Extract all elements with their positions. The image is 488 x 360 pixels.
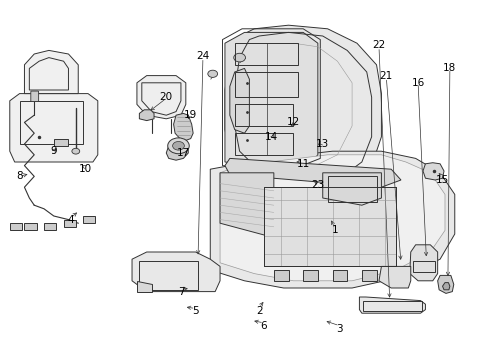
Text: 9: 9 [50,146,57,156]
Bar [20,101,83,144]
Text: 4: 4 [67,215,74,225]
Polygon shape [10,94,98,162]
Bar [303,270,317,281]
Text: 21: 21 [379,71,392,81]
Polygon shape [437,275,453,293]
Bar [264,187,395,266]
Polygon shape [224,25,381,187]
Circle shape [72,148,80,154]
Text: 19: 19 [183,110,197,120]
Text: 13: 13 [315,139,329,149]
Polygon shape [132,252,220,292]
Text: 22: 22 [371,40,385,50]
Bar [332,270,346,281]
Text: 7: 7 [177,287,184,297]
Circle shape [167,138,189,154]
Text: 24: 24 [196,51,209,61]
Polygon shape [359,297,425,313]
Text: 6: 6 [260,321,267,331]
Bar [234,104,293,126]
Bar [234,72,298,97]
Polygon shape [173,113,193,140]
Polygon shape [224,32,317,169]
Polygon shape [24,50,78,94]
Text: 3: 3 [336,324,343,334]
Bar [44,223,56,230]
Text: 15: 15 [435,175,448,185]
Circle shape [207,70,217,77]
Polygon shape [166,146,188,160]
Bar [327,176,376,202]
Polygon shape [137,76,185,119]
Polygon shape [210,151,454,288]
Bar [139,261,198,290]
Polygon shape [220,173,273,238]
Polygon shape [409,245,437,281]
Text: 5: 5 [192,306,199,316]
Bar [10,223,22,230]
Polygon shape [137,281,151,292]
Text: 10: 10 [79,164,92,174]
Bar [362,301,421,311]
Bar [24,223,37,230]
Text: 23: 23 [310,180,324,190]
Text: 20: 20 [160,92,172,102]
Bar [234,43,298,65]
Text: 2: 2 [255,306,262,316]
Bar [234,133,293,155]
Polygon shape [229,68,249,133]
Bar [412,261,434,272]
Circle shape [172,141,184,150]
Polygon shape [422,163,443,180]
FancyBboxPatch shape [31,91,39,102]
Bar [361,270,376,281]
Polygon shape [220,155,444,281]
Text: 14: 14 [264,132,278,142]
Bar [264,187,395,266]
Text: 18: 18 [442,63,456,73]
Polygon shape [378,266,410,288]
Bar [54,139,68,146]
Text: 12: 12 [286,117,300,127]
Polygon shape [322,173,381,205]
Bar [83,216,95,223]
Polygon shape [442,283,449,290]
Polygon shape [139,110,154,121]
Circle shape [233,53,245,62]
Polygon shape [224,158,400,187]
Text: 1: 1 [331,225,338,235]
Text: 17: 17 [176,148,190,158]
Bar [273,270,288,281]
Text: 16: 16 [410,78,424,88]
Text: 11: 11 [296,159,309,169]
Bar [63,220,76,227]
Text: 8: 8 [16,171,23,181]
